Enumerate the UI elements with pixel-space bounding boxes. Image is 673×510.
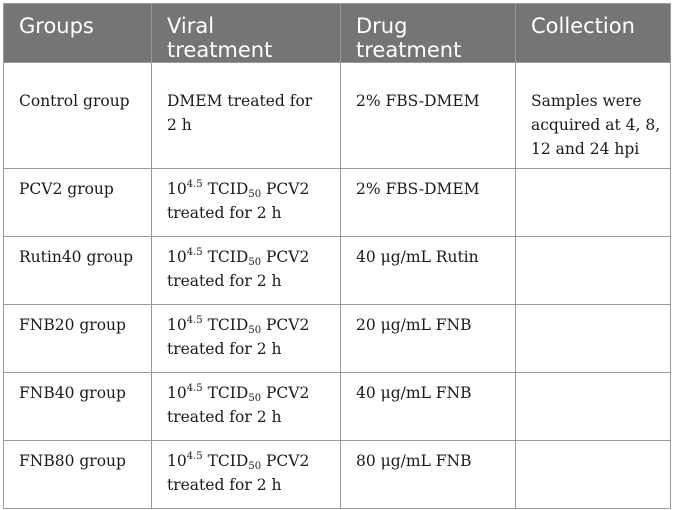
- table-body: Control group DMEM treated for 2 h 2% FB…: [3, 62, 671, 509]
- dose-exponent: 4.5: [186, 247, 203, 258]
- header-drug-line-1: Drug: [356, 14, 408, 38]
- header-drug-treatment: Drug treatment: [340, 3, 516, 63]
- header-collection-line: Collection: [531, 14, 635, 38]
- viral-duration-line: treated for 2 h: [167, 204, 282, 222]
- viral-treatment-cell: 104.5 TCID50 PCV2 treated for 2 h: [151, 372, 341, 441]
- viral-treatment-cell: 104.5 TCID50 PCV2 treated for 2 h: [151, 440, 341, 509]
- viral-dose-line: 104.5 TCID50 PCV2: [167, 245, 325, 269]
- tcid-label: TCID: [207, 452, 249, 470]
- tcid-subscript: 50: [248, 393, 262, 404]
- tcid-label: TCID: [207, 316, 249, 334]
- collection-cell: [515, 168, 671, 237]
- table-row: Rutin40 group 104.5 TCID50 PCV2 treated …: [3, 236, 671, 305]
- header-row: Groups Viral treatment Drug treatment Co…: [3, 3, 671, 63]
- header-viral-line-2: treatment: [167, 38, 273, 62]
- virus-name: PCV2: [266, 384, 310, 402]
- collection-cell: [515, 372, 671, 441]
- dose-base: 10: [167, 384, 187, 402]
- collection-line-3: 12 and 24 hpi: [531, 140, 640, 158]
- collection-cell: Samples were acquired at 4, 8, 12 and 24…: [515, 62, 671, 169]
- viral-line-2: 2 h: [167, 116, 192, 134]
- group-cell: Control group: [3, 62, 152, 169]
- table-row: FNB80 group 104.5 TCID50 PCV2 treated fo…: [3, 440, 671, 509]
- viral-duration-line: treated for 2 h: [167, 476, 282, 494]
- header-groups: Groups: [3, 3, 152, 63]
- tcid-subscript: 50: [248, 257, 262, 268]
- viral-duration-line: treated for 2 h: [167, 340, 282, 358]
- viral-treatment-cell: 104.5 TCID50 PCV2 treated for 2 h: [151, 168, 341, 237]
- dose-exponent: 4.5: [186, 451, 203, 462]
- header-collection: Collection: [515, 3, 671, 63]
- header-viral-treatment: Viral treatment: [151, 3, 341, 63]
- virus-name: PCV2: [266, 452, 310, 470]
- dose-base: 10: [167, 316, 187, 334]
- table-row: FNB40 group 104.5 TCID50 PCV2 treated fo…: [3, 372, 671, 441]
- viral-dose-line: 104.5 TCID50 PCV2: [167, 313, 325, 337]
- table-row: Control group DMEM treated for 2 h 2% FB…: [3, 62, 671, 169]
- table-row: PCV2 group 104.5 TCID50 PCV2 treated for…: [3, 168, 671, 237]
- dose-exponent: 4.5: [186, 383, 203, 394]
- header-groups-line: Groups: [19, 14, 94, 38]
- drug-treatment-cell: 80 μg/mL FNB: [340, 440, 516, 509]
- viral-dose-line: 104.5 TCID50 PCV2: [167, 381, 325, 405]
- drug-treatment-cell: 40 μg/mL FNB: [340, 372, 516, 441]
- viral-treatment-cell: 104.5 TCID50 PCV2 treated for 2 h: [151, 304, 341, 373]
- group-cell: FNB20 group: [3, 304, 152, 373]
- tcid-subscript: 50: [248, 189, 262, 200]
- collection-cell: [515, 304, 671, 373]
- dose-base: 10: [167, 180, 187, 198]
- dose-base: 10: [167, 452, 187, 470]
- virus-name: PCV2: [266, 248, 310, 266]
- tcid-label: TCID: [207, 180, 249, 198]
- header-viral-line-1: Viral: [167, 14, 215, 38]
- viral-treatment-cell: DMEM treated for 2 h: [151, 62, 341, 169]
- groups-table: Groups Viral treatment Drug treatment Co…: [3, 3, 671, 509]
- dose-exponent: 4.5: [186, 315, 203, 326]
- drug-treatment-cell: 2% FBS-DMEM: [340, 62, 516, 169]
- virus-name: PCV2: [266, 180, 310, 198]
- header-drug-line-2: treatment: [356, 38, 462, 62]
- collection-line-1: Samples were: [531, 92, 642, 110]
- viral-treatment-cell: 104.5 TCID50 PCV2 treated for 2 h: [151, 236, 341, 305]
- collection-cell: [515, 440, 671, 509]
- collection-line-2: acquired at 4, 8,: [531, 116, 661, 134]
- tcid-subscript: 50: [248, 325, 262, 336]
- collection-cell: [515, 236, 671, 305]
- viral-dose-line: 104.5 TCID50 PCV2: [167, 177, 325, 201]
- drug-treatment-cell: 40 μg/mL Rutin: [340, 236, 516, 305]
- viral-duration-line: treated for 2 h: [167, 408, 282, 426]
- tcid-label: TCID: [207, 248, 249, 266]
- tcid-subscript: 50: [248, 461, 262, 472]
- drug-treatment-cell: 2% FBS-DMEM: [340, 168, 516, 237]
- tcid-label: TCID: [207, 384, 249, 402]
- group-cell: PCV2 group: [3, 168, 152, 237]
- group-cell: Rutin40 group: [3, 236, 152, 305]
- dose-base: 10: [167, 248, 187, 266]
- viral-line-1: DMEM treated for: [167, 92, 313, 110]
- viral-dose-line: 104.5 TCID50 PCV2: [167, 449, 325, 473]
- viral-duration-line: treated for 2 h: [167, 272, 282, 290]
- table-row: FNB20 group 104.5 TCID50 PCV2 treated fo…: [3, 304, 671, 373]
- virus-name: PCV2: [266, 316, 310, 334]
- drug-treatment-cell: 20 μg/mL FNB: [340, 304, 516, 373]
- group-cell: FNB40 group: [3, 372, 152, 441]
- group-cell: FNB80 group: [3, 440, 152, 509]
- table-header: Groups Viral treatment Drug treatment Co…: [3, 3, 671, 63]
- dose-exponent: 4.5: [186, 179, 203, 190]
